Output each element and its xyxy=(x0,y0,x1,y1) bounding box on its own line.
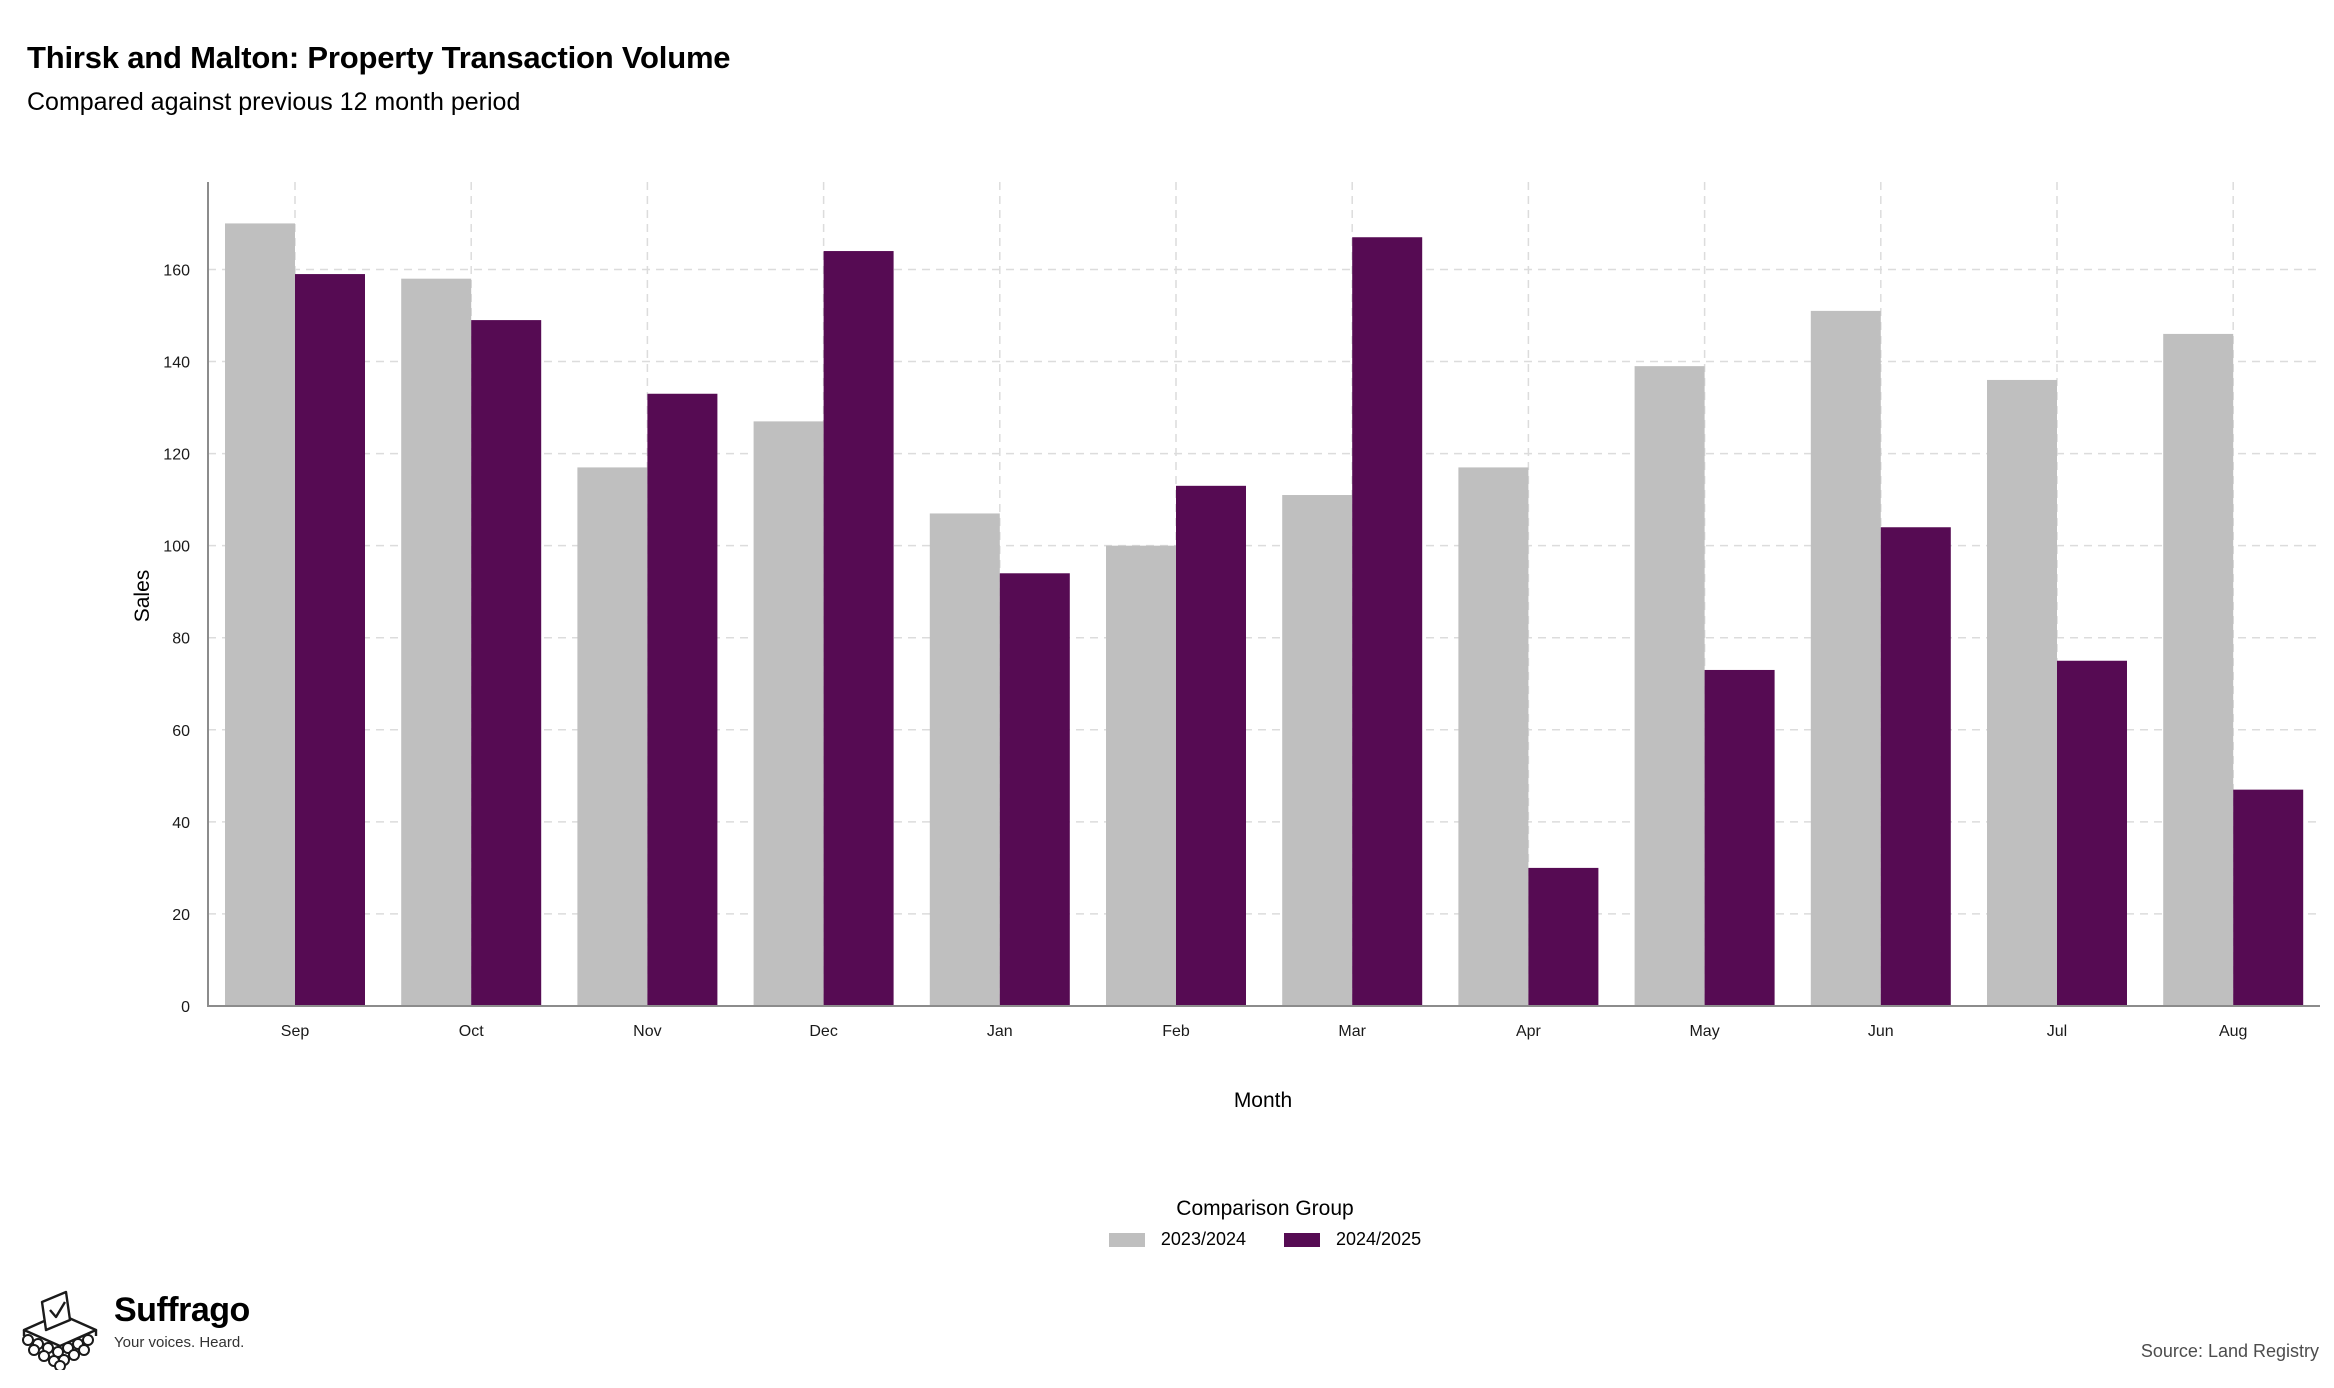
y-tick-label: 40 xyxy=(172,815,190,832)
bar-2023-2024-mar xyxy=(1282,495,1353,1006)
legend: Comparison Group 2023/2024 2024/2025 xyxy=(0,1197,2334,1250)
bar-2024-2025-aug xyxy=(2233,789,2304,1006)
x-tick-label: May xyxy=(1689,1023,1719,1040)
x-tick-label: Aug xyxy=(2219,1023,2247,1040)
bar-2023-2024-sep xyxy=(225,223,295,1006)
brand-text: Suffrago Your voices. Heard. xyxy=(114,1290,250,1351)
bar-2023-2024-jun xyxy=(1810,310,1881,1006)
bar-2023-2024-aug xyxy=(2163,333,2234,1006)
bar-2024-2025-mar xyxy=(1352,237,1423,1006)
bar-2024-2025-dec xyxy=(823,251,894,1006)
bar-2024-2025-jun xyxy=(1880,527,1951,1006)
legend-items: 2023/2024 2024/2025 xyxy=(196,1229,2334,1250)
legend-label-2024-2025: 2024/2025 xyxy=(1336,1229,1422,1249)
brand-logo: Suffrago Your voices. Heard. xyxy=(14,1290,250,1370)
x-tick-label: Dec xyxy=(809,1023,837,1040)
x-tick-label: Sep xyxy=(281,1023,310,1040)
y-tick-label: 100 xyxy=(163,539,190,556)
source-note: Source: Land Registry xyxy=(2140,1341,2319,1361)
bar-2023-2024-nov xyxy=(577,467,648,1006)
bars-layer xyxy=(225,223,2304,1007)
bar-2024-2025-may xyxy=(1704,669,1775,1006)
x-tick-label: Jun xyxy=(1868,1023,1894,1040)
bar-2024-2025-sep xyxy=(295,274,365,1007)
x-tick-label: Oct xyxy=(459,1023,484,1040)
bar-2023-2024-oct xyxy=(401,278,472,1006)
y-axis-title: Sales xyxy=(131,570,154,623)
bar-2023-2024-feb xyxy=(1106,545,1176,1006)
x-tick-label: Feb xyxy=(1162,1023,1190,1040)
y-tick-label: 80 xyxy=(172,631,190,648)
ballot-box-icon xyxy=(22,1290,98,1370)
x-tick-label: Nov xyxy=(633,1023,661,1040)
legend-item-2023-2024: 2023/2024 xyxy=(1108,1229,1246,1250)
bar-2024-2025-apr xyxy=(1528,867,1599,1006)
bar-2024-2025-nov xyxy=(647,393,718,1007)
legend-swatch-2024-2025 xyxy=(1284,1232,1320,1247)
bar-chart: 0 20 40 60 80 100 120 140 160 Sep Oct Nov Dec Jan Feb M… xyxy=(131,182,2320,1112)
x-axis-title: Month xyxy=(1234,1089,1292,1112)
bar-2023-2024-jan xyxy=(929,513,1000,1006)
brand-tagline: Your voices. Heard. xyxy=(114,1334,245,1351)
chart-subtitle: Compared against previous 12 month perio… xyxy=(27,88,521,116)
bar-2024-2025-jul xyxy=(2057,660,2127,1006)
legend-swatch-2023-2024 xyxy=(1108,1232,1145,1247)
y-tick-label: 160 xyxy=(163,262,190,279)
bar-2023-2024-dec xyxy=(753,421,824,1007)
y-tick-label: 60 xyxy=(172,723,190,740)
bar-2024-2025-oct xyxy=(471,320,542,1006)
y-tick-label: 120 xyxy=(163,447,190,464)
legend-title: Comparison Group xyxy=(1176,1197,1354,1220)
bar-2023-2024-apr xyxy=(1458,467,1529,1006)
bar-2024-2025-feb xyxy=(1176,485,1246,1006)
legend-item-2024-2025: 2024/2025 xyxy=(1284,1229,1421,1250)
x-tick-label: Jul xyxy=(2047,1023,2067,1040)
x-tick-label: Apr xyxy=(1516,1023,1542,1040)
y-tick-label: 20 xyxy=(172,907,190,924)
chart-title: Thirsk and Malton: Property Transaction … xyxy=(27,40,731,75)
brand-name: Suffrago xyxy=(114,1291,250,1329)
bar-2024-2025-jan xyxy=(999,573,1070,1006)
y-tick-label: 140 xyxy=(163,355,190,372)
y-tick-label: 0 xyxy=(181,999,190,1016)
ticks-layer: 0 20 40 60 80 100 120 140 160 Sep Oct Nov Dec Jan Feb M… xyxy=(163,262,2247,1040)
x-tick-label: Jan xyxy=(987,1023,1013,1040)
bar-2023-2024-may xyxy=(1634,366,1705,1007)
bar-2023-2024-jul xyxy=(1987,379,2057,1007)
x-tick-label: Mar xyxy=(1338,1023,1366,1040)
axes-layer xyxy=(207,182,2320,1007)
legend-label-2023-2024: 2023/2024 xyxy=(1160,1229,1246,1249)
